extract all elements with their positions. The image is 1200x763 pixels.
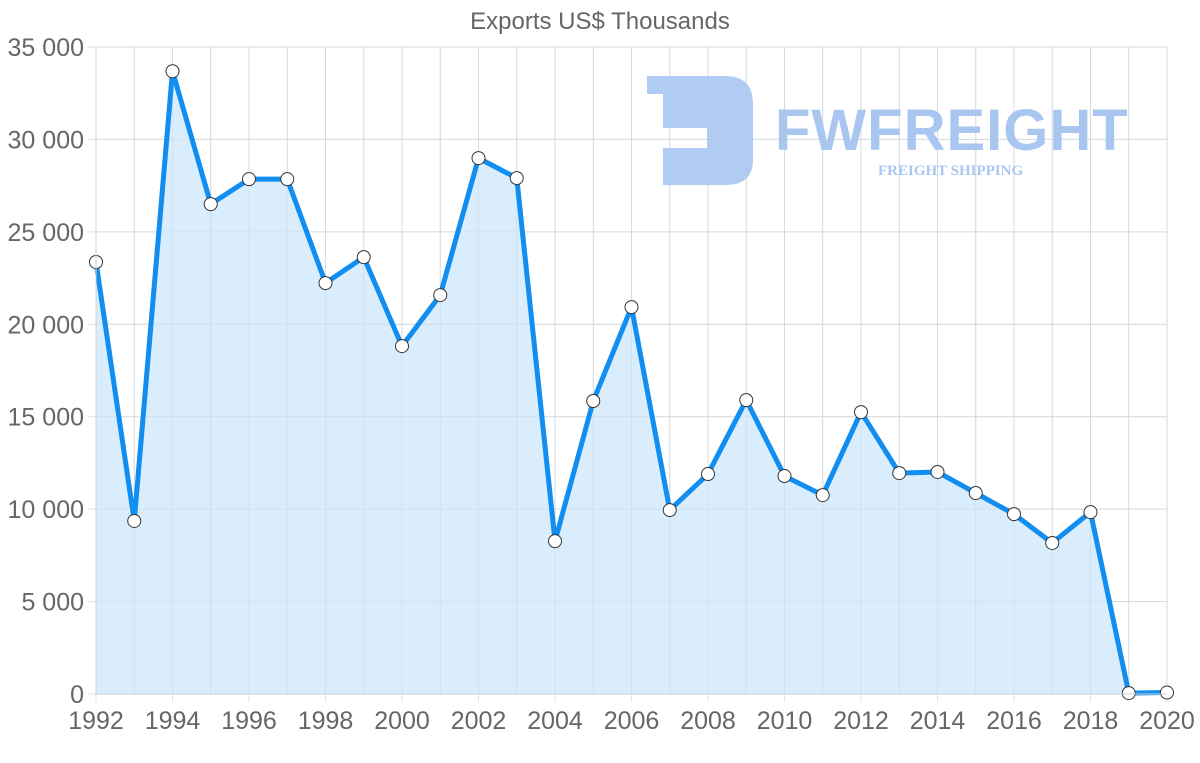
data-point-2020[interactable] — [1160, 685, 1174, 700]
x-tick-label: 2008 — [680, 707, 736, 735]
x-tick-label: 1996 — [221, 707, 277, 735]
data-points — [89, 64, 1174, 701]
data-point-2010[interactable] — [777, 469, 792, 484]
y-axis: 0 5 000 10 000 15 000 20 000 25 000 30 000 35 0… — [8, 34, 97, 709]
x-tick-label: 2000 — [374, 707, 430, 735]
y-tick-label: 15 000 — [8, 404, 84, 432]
data-point-1999[interactable] — [356, 250, 371, 265]
x-tick-label: 2010 — [757, 707, 813, 735]
data-point-2011[interactable] — [815, 488, 830, 503]
x-tick-label: 2014 — [910, 707, 966, 735]
data-point-1993[interactable] — [127, 513, 142, 528]
data-point-1995[interactable] — [203, 197, 218, 212]
data-point-2013[interactable] — [892, 466, 907, 481]
data-point-2003[interactable] — [509, 171, 524, 186]
chart-title: Exports US$ Thousands — [470, 8, 730, 35]
data-point-2000[interactable] — [395, 339, 409, 354]
data-point-2014[interactable] — [930, 464, 945, 479]
data-point-2002[interactable] — [471, 151, 486, 166]
x-axis: 1992 1994 1996 1998 2000 2002 2004 2006 2008 2010… — [68, 693, 1195, 735]
x-tick-label: 1994 — [145, 707, 201, 735]
data-point-1998[interactable] — [318, 276, 333, 291]
data-point-2008[interactable] — [701, 467, 715, 482]
x-tick-label: 1998 — [298, 707, 354, 735]
y-tick-label: 0 — [70, 681, 84, 709]
y-tick-label: 5 000 — [21, 589, 84, 617]
y-tick-label: 30 000 — [8, 126, 84, 154]
x-tick-label: 1992 — [68, 707, 124, 735]
data-point-2012[interactable] — [854, 405, 868, 420]
data-point-2018[interactable] — [1083, 505, 1098, 520]
y-tick-label: 25 000 — [8, 219, 84, 247]
y-tick-label: 10 000 — [8, 496, 84, 524]
data-point-1994[interactable] — [165, 64, 180, 79]
data-point-2017[interactable] — [1045, 535, 1060, 550]
data-point-2019[interactable] — [1121, 686, 1136, 701]
x-tick-label: 2020 — [1139, 707, 1195, 735]
data-point-2004[interactable] — [548, 534, 562, 549]
data-point-2005[interactable] — [586, 394, 601, 409]
data-point-2016[interactable] — [1007, 507, 1021, 522]
x-tick-label: 2006 — [604, 707, 660, 735]
data-point-2006[interactable] — [624, 300, 639, 315]
x-tick-label: 2016 — [986, 707, 1042, 735]
x-tick-label: 2018 — [1063, 707, 1119, 735]
data-point-1997[interactable] — [280, 172, 295, 187]
y-tick-label: 20 000 — [8, 311, 84, 339]
area-fill-path — [96, 71, 1167, 694]
y-tick-label: 35 000 — [8, 34, 84, 62]
data-point-2001[interactable] — [433, 288, 448, 303]
area-fill — [95, 46, 1168, 695]
data-point-1996[interactable] — [242, 172, 256, 187]
data-point-2015[interactable] — [968, 486, 983, 501]
x-tick-label: 2004 — [527, 707, 583, 735]
x-tick-label: 2012 — [833, 707, 889, 735]
x-tick-label: 2002 — [451, 707, 507, 735]
data-point-2007[interactable] — [662, 503, 677, 518]
data-point-2009[interactable] — [739, 393, 754, 408]
